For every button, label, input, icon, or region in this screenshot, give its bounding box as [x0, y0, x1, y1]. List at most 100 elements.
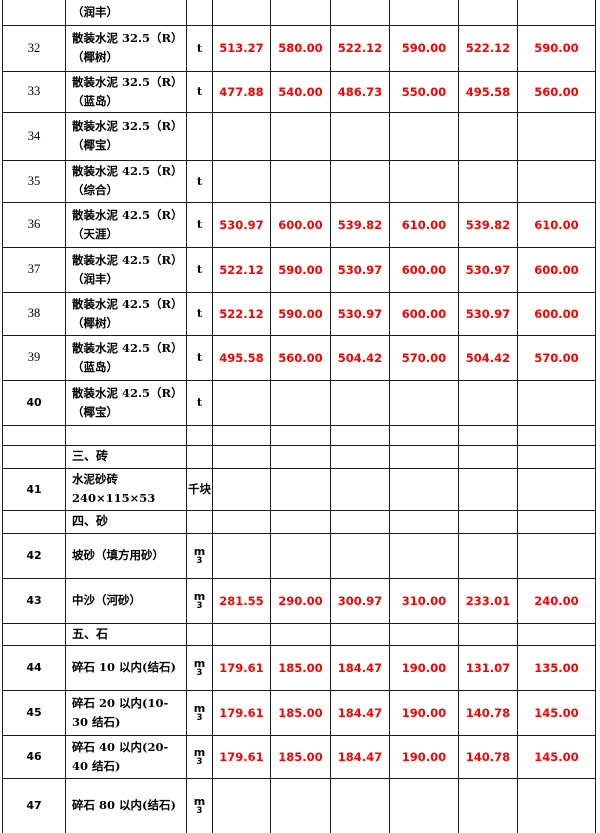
unit-base: m [193, 794, 206, 808]
price-cell: 600.00 [389, 291, 459, 336]
unit-base: m [193, 701, 206, 715]
row-number-cell: 33 [2, 70, 66, 113]
unit-cell: t [186, 379, 213, 426]
price-cell [330, 159, 390, 203]
price-cell [212, 622, 271, 646]
unit-base: m [193, 589, 206, 603]
price-cell: 530.97 [330, 291, 390, 336]
material-brand: （椰宝） [72, 404, 118, 419]
price-cell [458, 467, 518, 511]
row-number-cell: 34 [2, 111, 66, 161]
unit-exponent: 3 [196, 712, 203, 723]
price-cell: 570.00 [517, 334, 596, 381]
price-cell [270, 444, 331, 469]
unit-cell: t [186, 246, 213, 293]
table-row: 47 碎石 80 以内(结石) m 3 [2, 777, 596, 833]
row-number-cell: 47 [2, 777, 66, 833]
unit-cell [186, 111, 213, 161]
price-cell [389, 509, 459, 534]
price-cell [212, 0, 271, 26]
row-number-cell: 32 [2, 24, 66, 72]
price-cell: 281.55 [212, 577, 271, 624]
price-cell: 580.00 [270, 24, 331, 72]
material-spec: 水泥砂砖 240×115×53 [72, 472, 156, 505]
price-cell: 550.00 [389, 70, 459, 113]
unit-exponent: 3 [196, 756, 203, 767]
unit-base: m [193, 656, 206, 670]
material-name-cell: 散装水泥 42.5（R） （润丰） [65, 246, 187, 293]
price-cell: 179.61 [212, 644, 271, 691]
material-name-cell: 散装水泥 42.5（R） （综合） [65, 159, 187, 203]
unit-exponent: 3 [196, 600, 203, 611]
price-cell [270, 424, 331, 446]
table-row: 三、砖 [2, 444, 596, 469]
price-cell [330, 379, 390, 426]
price-cell: 530.97 [458, 291, 518, 336]
price-cell [458, 111, 518, 161]
material-name-cell: 水泥砂砖 240×115×53 [65, 467, 187, 511]
material-brand: （椰树） [72, 315, 118, 330]
price-cell: 135.00 [517, 644, 596, 691]
material-brand: （椰宝） [72, 138, 118, 152]
price-cell [270, 622, 331, 646]
price-cell [517, 159, 596, 203]
material-spec: 碎石 20 以内(10-30 结石) [72, 695, 169, 729]
material-brand: （天涯） [72, 226, 118, 241]
price-cell: 530.97 [212, 201, 271, 248]
price-cell [270, 379, 331, 426]
price-cell [458, 622, 518, 646]
price-cell [270, 159, 331, 203]
price-cell: 504.42 [458, 334, 518, 381]
price-cell [270, 0, 331, 26]
table-row: 44 碎石 10 以内(结石) m 3 179.61 185.00 184.47 190.00… [2, 644, 596, 691]
material-brand: （蓝岛） [72, 93, 118, 108]
price-cell [389, 111, 459, 161]
unit-exponent: 3 [196, 667, 203, 678]
unit-cell [186, 0, 213, 26]
row-number-cell: 36 [2, 201, 66, 248]
material-name-cell: 散装水泥 32.5（R） （椰树） [65, 24, 187, 72]
price-cell: 610.00 [517, 201, 596, 248]
price-cell [517, 622, 596, 646]
price-cell: 190.00 [389, 734, 459, 779]
price-cell: 600.00 [517, 246, 596, 293]
price-cell: 600.00 [389, 246, 459, 293]
price-cell [389, 159, 459, 203]
row-number-cell: 41 [2, 467, 66, 511]
price-cell [458, 0, 518, 26]
material-name-cell: 散装水泥 32.5（R） （蓝岛） [65, 70, 187, 113]
unit-base: m [193, 745, 206, 759]
price-cell: 522.12 [212, 291, 271, 336]
price-cell [330, 0, 390, 26]
price-cell: 140.78 [458, 689, 518, 736]
price-cell [270, 777, 331, 833]
price-cell: 131.07 [458, 644, 518, 691]
table-row: 五、石 [2, 622, 596, 646]
price-cell: 560.00 [270, 334, 331, 381]
price-cell [517, 424, 596, 446]
price-cell [330, 509, 390, 534]
material-spec: 碎石 80 以内(结石) [72, 798, 176, 813]
material-spec: 散装水泥 42.5（R） [72, 252, 183, 267]
table-row: 39 散装水泥 42.5（R） （蓝岛） t 495.58 560.00 504.42 570… [2, 334, 596, 381]
material-brand: （润丰） [72, 271, 118, 286]
material-name-cell: 坡砂（填方用砂） [65, 532, 187, 579]
unit-exponent: 3 [196, 555, 203, 566]
material-name-cell: 碎石 10 以内(结石) [65, 644, 187, 691]
price-cell [389, 532, 459, 579]
row-number-cell: 44 [2, 644, 66, 691]
price-cell [330, 111, 390, 161]
material-name-cell: 碎石 20 以内(10-30 结石) [65, 689, 187, 736]
material-name-continuation-cell: （润丰） [65, 0, 187, 26]
price-cell: 145.00 [517, 689, 596, 736]
price-cell: 504.42 [330, 334, 390, 381]
material-brand: （椰树） [72, 50, 118, 64]
price-cell: 513.27 [212, 24, 271, 72]
unit-cell: t [186, 24, 213, 72]
table-row: 45 碎石 20 以内(10-30 结石) m 3 179.61 185.00 184.47… [2, 689, 596, 736]
